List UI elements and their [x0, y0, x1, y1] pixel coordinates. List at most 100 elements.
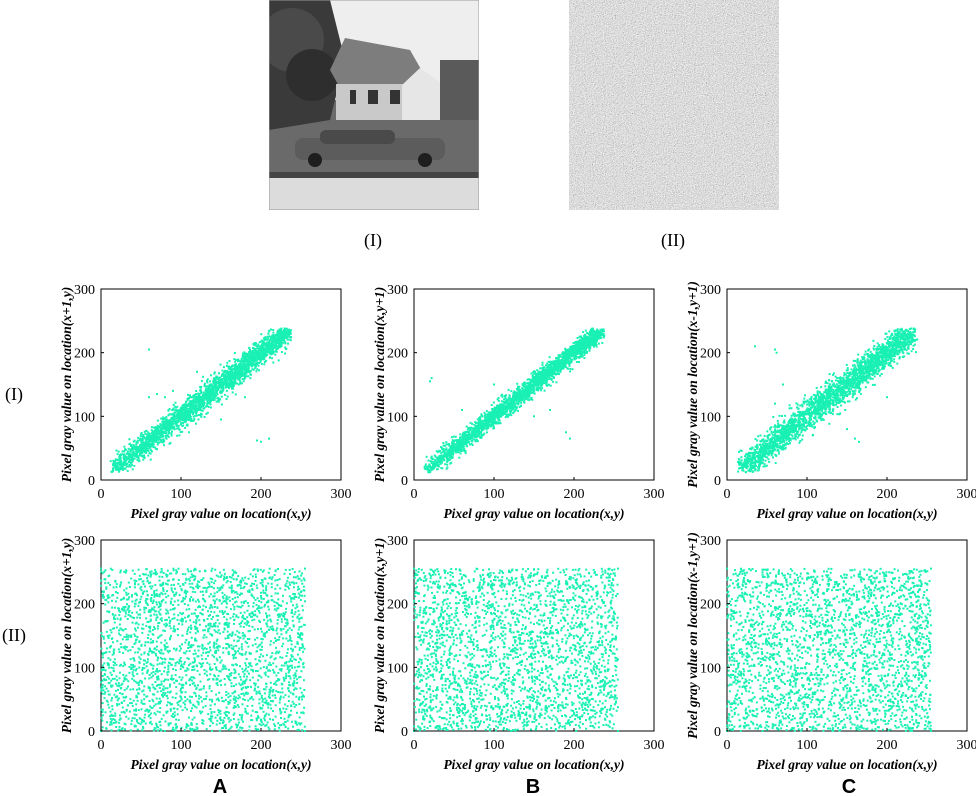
data-point — [485, 426, 488, 429]
data-point — [501, 412, 503, 415]
data-point — [248, 351, 251, 354]
data-point — [283, 329, 286, 332]
data-point — [237, 365, 240, 368]
data-point — [127, 457, 130, 460]
data-point — [186, 424, 189, 427]
data-point — [247, 366, 250, 369]
data-point — [569, 367, 572, 370]
data-point — [281, 336, 284, 339]
data-point — [466, 428, 469, 431]
data-point — [458, 456, 461, 459]
data-point — [264, 349, 266, 352]
data-point — [224, 378, 227, 381]
data-point — [148, 452, 151, 455]
data-point — [178, 428, 181, 431]
data-point — [176, 434, 179, 437]
data-point — [112, 462, 115, 465]
data-point — [465, 425, 468, 428]
data-point — [151, 443, 154, 446]
data-point — [264, 355, 267, 358]
data-point — [540, 389, 543, 392]
data-point — [555, 357, 558, 359]
data-point — [115, 463, 118, 466]
data-point — [218, 398, 221, 401]
data-point — [472, 438, 475, 441]
data-point — [476, 418, 479, 421]
data-point — [208, 384, 211, 387]
data-point — [224, 373, 227, 376]
data-point — [189, 411, 192, 414]
data-point — [164, 428, 167, 431]
data-point — [173, 415, 176, 418]
data-point — [150, 426, 153, 429]
data-point — [425, 455, 428, 458]
data-point — [470, 426, 473, 429]
data-point — [179, 406, 182, 409]
data-point — [189, 415, 192, 418]
data-point — [197, 399, 200, 402]
data-point — [215, 392, 218, 394]
data-point — [227, 382, 230, 385]
data-point — [504, 397, 507, 400]
data-point — [174, 409, 177, 412]
y-axis-label: Pixel gray value on location(x+1,y) — [59, 287, 74, 483]
data-point — [516, 397, 518, 400]
data-point — [280, 330, 283, 333]
data-point — [241, 365, 244, 368]
data-point — [272, 341, 274, 344]
data-point — [241, 371, 244, 374]
data-point — [451, 439, 454, 442]
data-point — [181, 411, 184, 414]
data-point — [209, 380, 211, 383]
data-point — [212, 385, 215, 388]
data-point — [187, 403, 190, 406]
data-point — [194, 401, 197, 404]
data-point — [148, 434, 151, 437]
data-point — [466, 445, 469, 448]
data-point — [284, 330, 287, 333]
data-point — [253, 367, 256, 370]
data-point — [258, 341, 261, 344]
data-point — [248, 369, 251, 372]
data-point — [221, 378, 224, 381]
data-point — [210, 399, 213, 402]
data-point — [244, 360, 247, 363]
data-point — [182, 406, 185, 409]
data-point — [261, 343, 264, 345]
data-point — [172, 403, 175, 406]
data-point — [507, 399, 510, 401]
data-point — [164, 434, 167, 437]
data-point — [260, 347, 263, 350]
data-point — [154, 429, 156, 432]
data-point — [215, 375, 218, 378]
data-point — [159, 423, 162, 426]
data-point — [184, 409, 187, 412]
data-point — [180, 414, 182, 417]
data-point — [284, 342, 287, 345]
data-point — [220, 395, 223, 398]
data-point — [225, 371, 228, 374]
data-point — [441, 467, 444, 470]
data-point — [200, 396, 203, 399]
data-point — [213, 399, 216, 402]
data-point — [143, 454, 146, 457]
data-point — [123, 458, 125, 461]
data-point — [219, 363, 222, 366]
data-point — [542, 371, 545, 374]
data-point — [219, 391, 221, 394]
data-point — [445, 467, 448, 470]
data-point — [212, 396, 215, 399]
data-point — [596, 330, 599, 332]
data-point — [131, 446, 134, 448]
data-point — [254, 363, 257, 366]
data-point — [289, 339, 292, 342]
data-point — [258, 355, 261, 358]
data-point — [271, 351, 274, 354]
data-point — [236, 377, 239, 380]
data-point — [136, 451, 138, 454]
data-point — [228, 378, 230, 381]
data-point — [289, 332, 292, 335]
data-point — [589, 344, 592, 347]
data-point — [239, 364, 242, 367]
